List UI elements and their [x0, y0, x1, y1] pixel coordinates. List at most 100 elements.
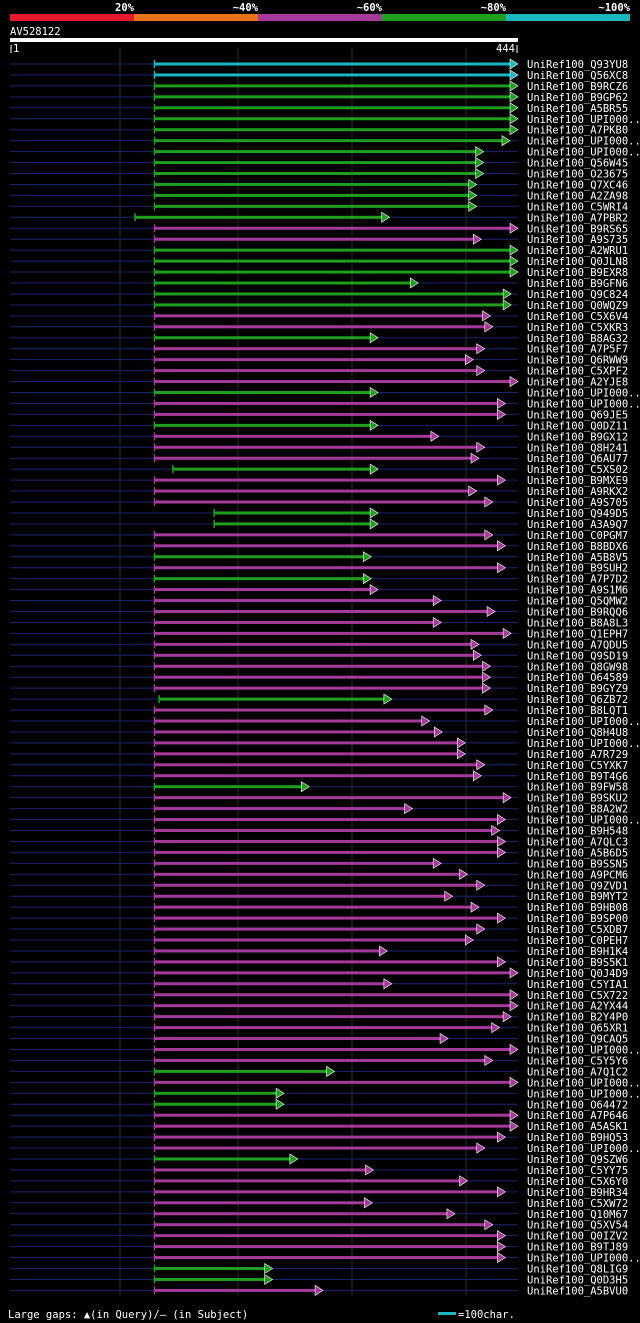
hit-row: UniRef100_B9SSN5	[10, 857, 628, 870]
hit-row: UniRef100_A2YX44	[10, 1000, 628, 1013]
hit-bar	[154, 872, 463, 876]
hit-bar	[154, 993, 513, 997]
hit-end-arrow	[497, 562, 506, 574]
hit-bar	[154, 423, 374, 427]
hit-row: UniRef100_A9S705	[10, 496, 628, 509]
hit-row: UniRef100_B9H548	[10, 824, 628, 838]
hit-row: UniRef100_B9EXR8	[10, 266, 628, 279]
hit-label: UniRef100_C5XPF2	[527, 366, 628, 378]
hit-bar	[154, 1157, 293, 1161]
hit-bar	[154, 839, 501, 843]
hit-end-arrow	[476, 759, 486, 771]
hit-row: UniRef100_B9RS65	[10, 222, 628, 235]
hit-end-arrow	[484, 704, 494, 716]
hit-end-arrow	[468, 200, 478, 212]
hit-label: UniRef100_C5X6Y0	[527, 1176, 628, 1188]
hit-row: UniRef100_B8A8L3	[10, 616, 628, 629]
hit-bar	[154, 73, 513, 77]
hit-end-arrow	[275, 1087, 285, 1099]
hit-bar	[154, 336, 374, 340]
hit-end-arrow	[509, 69, 519, 81]
hit-bar	[154, 117, 513, 121]
hit-label: UniRef100_UPI000..	[527, 136, 640, 148]
hit-row: UniRef100_UPI000..	[10, 135, 640, 148]
hit-end-arrow	[501, 135, 511, 147]
hit-row: UniRef100_C5XDB7	[10, 923, 628, 936]
hit-label: UniRef100_B8A8L3	[527, 617, 628, 629]
hit-bar	[172, 467, 374, 471]
hit-label: UniRef100_B9FW58	[527, 782, 628, 794]
query-end: 444	[496, 43, 515, 55]
hit-row: UniRef100_Q0DZ11	[10, 419, 628, 432]
hit-row: UniRef100_B8BDX6	[10, 540, 628, 553]
hit-bar	[154, 894, 448, 898]
hit-bar	[154, 850, 501, 854]
hit-end-arrow	[473, 770, 482, 782]
hit-end-arrow	[491, 824, 501, 837]
hit-row: UniRef100_A5BR55	[10, 102, 628, 115]
hit-label: UniRef100_A2WRU1	[527, 245, 628, 257]
hit-end-arrow	[362, 573, 372, 585]
hit-row: UniRef100_Q93YU8	[10, 58, 628, 71]
hit-end-arrow	[369, 507, 379, 519]
hit-end-arrow	[369, 419, 379, 431]
hit-end-arrow	[497, 835, 506, 847]
hit-label: UniRef100_C5Y5Y6	[527, 1055, 628, 1067]
hit-label: UniRef100_B8BDX6	[527, 541, 628, 553]
hit-bar	[154, 938, 469, 942]
hit-bar	[154, 1048, 513, 1051]
hit-bar	[154, 818, 501, 822]
hit-bar	[154, 434, 434, 438]
hit-end-arrow	[482, 682, 492, 694]
hit-row: UniRef100_Q69JE5	[10, 408, 628, 421]
hit-label: UniRef100_A2YJE8	[527, 377, 628, 389]
hit-label: UniRef100_Q949D5	[527, 508, 628, 520]
hit-end-arrow	[475, 167, 485, 180]
hit-row: UniRef100_A5BVU0	[10, 1284, 628, 1297]
hit-end-arrow	[502, 299, 512, 311]
hit-bar	[154, 708, 488, 712]
hit-label: UniRef100_B9TJ89	[527, 1242, 628, 1254]
hit-label: UniRef100_C5WRI4	[527, 201, 628, 213]
hit-end-arrow	[491, 1022, 501, 1034]
scale-label-40: ~40%	[233, 2, 259, 14]
hit-label: UniRef100_Q6RWW9	[527, 355, 628, 367]
hit-end-arrow	[497, 1131, 506, 1143]
hit-bar	[154, 84, 513, 88]
hit-label: UniRef100_B9RS65	[527, 223, 628, 235]
legend-gaps: Large gaps: ▲(in Query)/– (in Subject)	[8, 1309, 248, 1321]
scale-bin-5	[506, 14, 630, 21]
hit-end-arrow	[456, 748, 466, 760]
hit-end-arrow	[484, 529, 494, 541]
hit-label: UniRef100_C5X722	[527, 990, 628, 1002]
hit-label: UniRef100_A5BVU0	[527, 1285, 628, 1297]
hit-bar	[154, 533, 488, 537]
hit-label: UniRef100_A5BR55	[527, 103, 628, 115]
hit-label: UniRef100_Q8H4U8	[527, 727, 628, 739]
hit-end-arrow	[468, 178, 478, 190]
hit-end-arrow	[470, 452, 480, 464]
hit-bar	[154, 1091, 280, 1095]
hit-end-arrow	[497, 474, 506, 486]
hit-bar	[154, 128, 513, 132]
hit-label: UniRef100_UPI000..	[527, 388, 640, 400]
hit-label: UniRef100_UPI000..	[527, 716, 640, 728]
hit-bar	[154, 182, 472, 186]
hit-end-arrow	[497, 1186, 506, 1198]
hit-row: UniRef100_C5WRI4	[10, 200, 628, 213]
hit-bar	[154, 599, 437, 603]
hit-row: UniRef100_Q6RWW9	[10, 354, 628, 367]
hit-end-arrow	[497, 1241, 506, 1253]
hit-row: UniRef100_UPI000..	[10, 814, 640, 827]
hit-end-arrow	[497, 956, 506, 968]
hit-end-arrow	[369, 518, 379, 530]
hit-bar	[154, 883, 480, 887]
hit-row: UniRef100_A7P646	[10, 1109, 628, 1122]
hit-end-arrow	[464, 934, 474, 946]
hit-bar	[154, 172, 479, 175]
hit-label: UniRef100_Q93YU8	[527, 59, 628, 71]
hit-row: UniRef100_Q0WQZ9	[10, 299, 628, 312]
hit-end-arrow	[509, 80, 519, 92]
hit-label: UniRef100_C5YXK7	[527, 760, 628, 772]
hit-row: UniRef100_C5Y5Y6	[10, 1054, 628, 1067]
